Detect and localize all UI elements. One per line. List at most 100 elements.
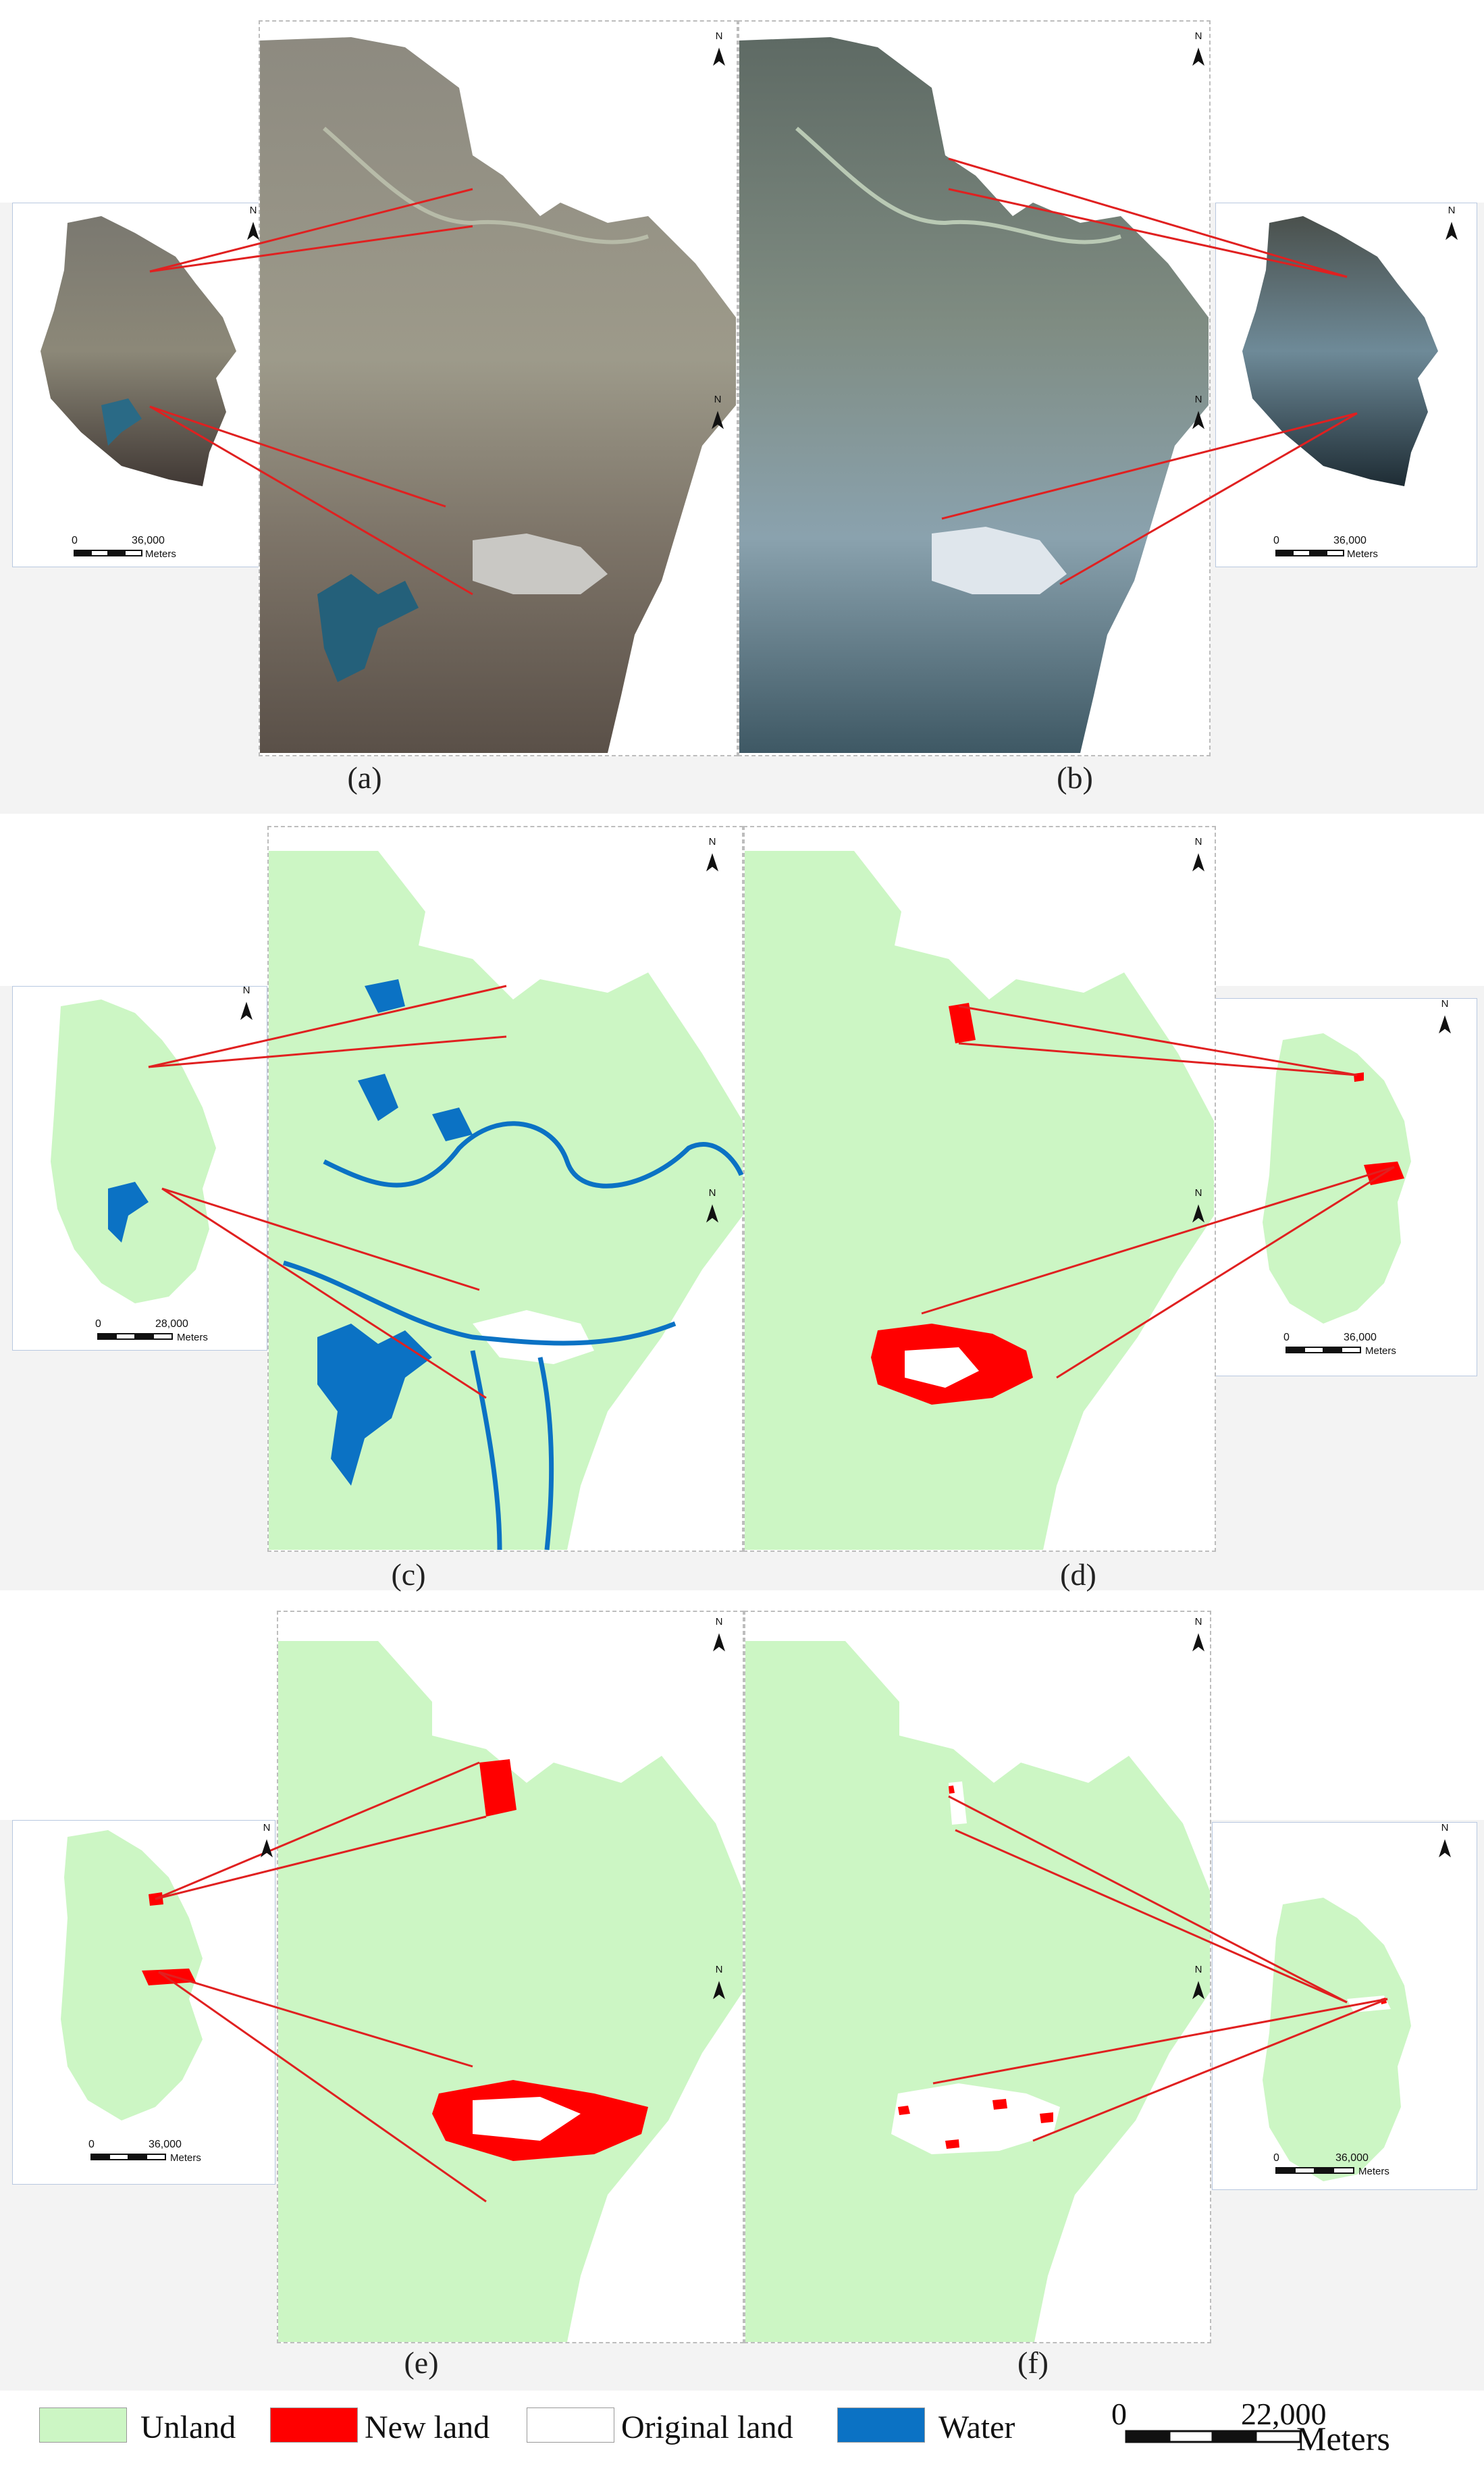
panel-label-d: (d) [1060, 1557, 1096, 1592]
north-label: N [1441, 1822, 1449, 1833]
legend-swatch-new-land [270, 2407, 358, 2443]
original-land-c [473, 1310, 594, 1364]
legend-swatch-original-land [527, 2407, 614, 2443]
legend-label-water: Water [938, 2410, 1015, 2445]
inset-unland-e [61, 1830, 203, 2120]
scalebar-d-start: 0 [1283, 1332, 1290, 1343]
inset-unland-c [51, 999, 216, 1303]
inset-new-land-d [1354, 1072, 1404, 1185]
original-land-e [473, 2097, 581, 2141]
north-label: N [1194, 836, 1202, 848]
north-label: N [714, 394, 722, 405]
reservoir-a [317, 574, 419, 682]
scalebar-f-start: 0 [1273, 2152, 1279, 2164]
scalebar-a-end: 36,000 [132, 535, 165, 546]
unland-map-f [745, 1641, 1210, 2342]
satellite-map-a [260, 37, 736, 753]
scalebar-e-unit: Meters [170, 2152, 201, 2164]
city-a [473, 533, 608, 594]
scalebar-b-start: 0 [1273, 535, 1279, 546]
new-land-d-north [949, 1003, 976, 1043]
north-arrow-icon [713, 1981, 725, 2000]
river-b [795, 126, 1121, 244]
north-label: N [1194, 1964, 1202, 1975]
original-land-f-south [891, 2083, 1060, 2154]
north-label: N [1194, 1187, 1202, 1199]
inset-satellite-b [1242, 216, 1438, 486]
north-label: N [715, 1964, 723, 1975]
north-label: N [1194, 30, 1202, 42]
inset-new-land-e [142, 1892, 196, 1985]
north-label: N [263, 1822, 271, 1833]
north-arrow-icon [1439, 1015, 1451, 1034]
north-label: N [1194, 394, 1202, 405]
north-arrow-icon [706, 1204, 718, 1223]
north-label: N [249, 205, 257, 216]
legend-scale-unit: Meters [1296, 2420, 1390, 2457]
north-arrow-icon [1192, 1981, 1204, 2000]
north-label: N [1194, 1616, 1202, 1628]
north-arrow-icon [713, 47, 725, 66]
north-arrow-icon [1192, 1204, 1204, 1223]
inset-unland-d [1263, 1033, 1411, 1324]
scalebar-e-end: 36,000 [149, 2139, 182, 2150]
city-b [932, 527, 1067, 594]
scalebar-c-start: 0 [95, 1318, 101, 1330]
rivers-c [282, 1121, 744, 1551]
scalebar-b-unit: Meters [1347, 548, 1378, 560]
scalebar-f-end: 36,000 [1335, 2152, 1369, 2164]
north-arrow-icon [712, 411, 724, 429]
unland-map-e [278, 1641, 743, 2342]
legend-label-unland: Unland [140, 2410, 236, 2445]
north-label: N [1441, 998, 1449, 1010]
inset-unland-f [1263, 1898, 1411, 2181]
panel-label-e: (e) [404, 2345, 439, 2380]
legend-label-new-land: New land [365, 2410, 490, 2445]
panel-label-c: (c) [391, 1557, 426, 1592]
north-arrow-icon [247, 222, 259, 240]
north-label: N [1448, 205, 1456, 216]
split-line-ef [277, 1965, 1211, 1967]
new-land-e-north [479, 1759, 516, 1817]
scalebar-d-end: 36,000 [1344, 1332, 1377, 1343]
north-label: N [708, 1187, 716, 1199]
scalebar-a-start: 0 [72, 535, 78, 546]
north-arrow-icon [240, 1001, 253, 1020]
north-label: N [708, 836, 716, 848]
unland-map-d [745, 851, 1214, 1550]
new-land-f-north [949, 1786, 955, 1794]
scalebar-a-unit: Meters [145, 548, 176, 560]
leader-lines [148, 157, 1395, 2203]
river-a [323, 126, 649, 244]
north-arrow-icon [1192, 47, 1204, 66]
scalebar-b-end: 36,000 [1333, 535, 1367, 546]
panel-label-a: (a) [347, 760, 382, 795]
legend: Unland New land Original land Water [27, 2394, 1479, 2468]
north-arrow-icon [261, 1839, 273, 1858]
panel-label-f: (f) [1017, 2345, 1049, 2380]
legend-scale-end: 22,000 [1241, 2397, 1327, 2431]
scalebar-f-unit: Meters [1358, 2166, 1389, 2177]
inset-water-a [101, 398, 142, 446]
north-arrow-icon [1192, 853, 1204, 872]
legend-swatch-water [837, 2407, 925, 2443]
scalebar-e-start: 0 [88, 2139, 95, 2150]
north-arrow-icon [1439, 1839, 1451, 1858]
panel-label-b: (b) [1057, 760, 1093, 795]
north-label: N [715, 30, 723, 42]
north-arrow-icon [1446, 222, 1458, 240]
satellite-map-b [739, 37, 1209, 753]
small-scalebars [74, 550, 1361, 2174]
north-arrows [240, 47, 1458, 2000]
reservoir-c [317, 1324, 432, 1486]
legend-scale-start: 0 [1111, 2397, 1127, 2431]
north-arrow-icon [713, 1633, 725, 1652]
north-label: N [242, 985, 250, 996]
inset-water-c [108, 1182, 149, 1243]
north-arrow-icon [1192, 411, 1204, 429]
north-arrow-icon [706, 853, 718, 872]
original-land-d [905, 1347, 979, 1388]
north-arrow-icon [1192, 1633, 1204, 1652]
